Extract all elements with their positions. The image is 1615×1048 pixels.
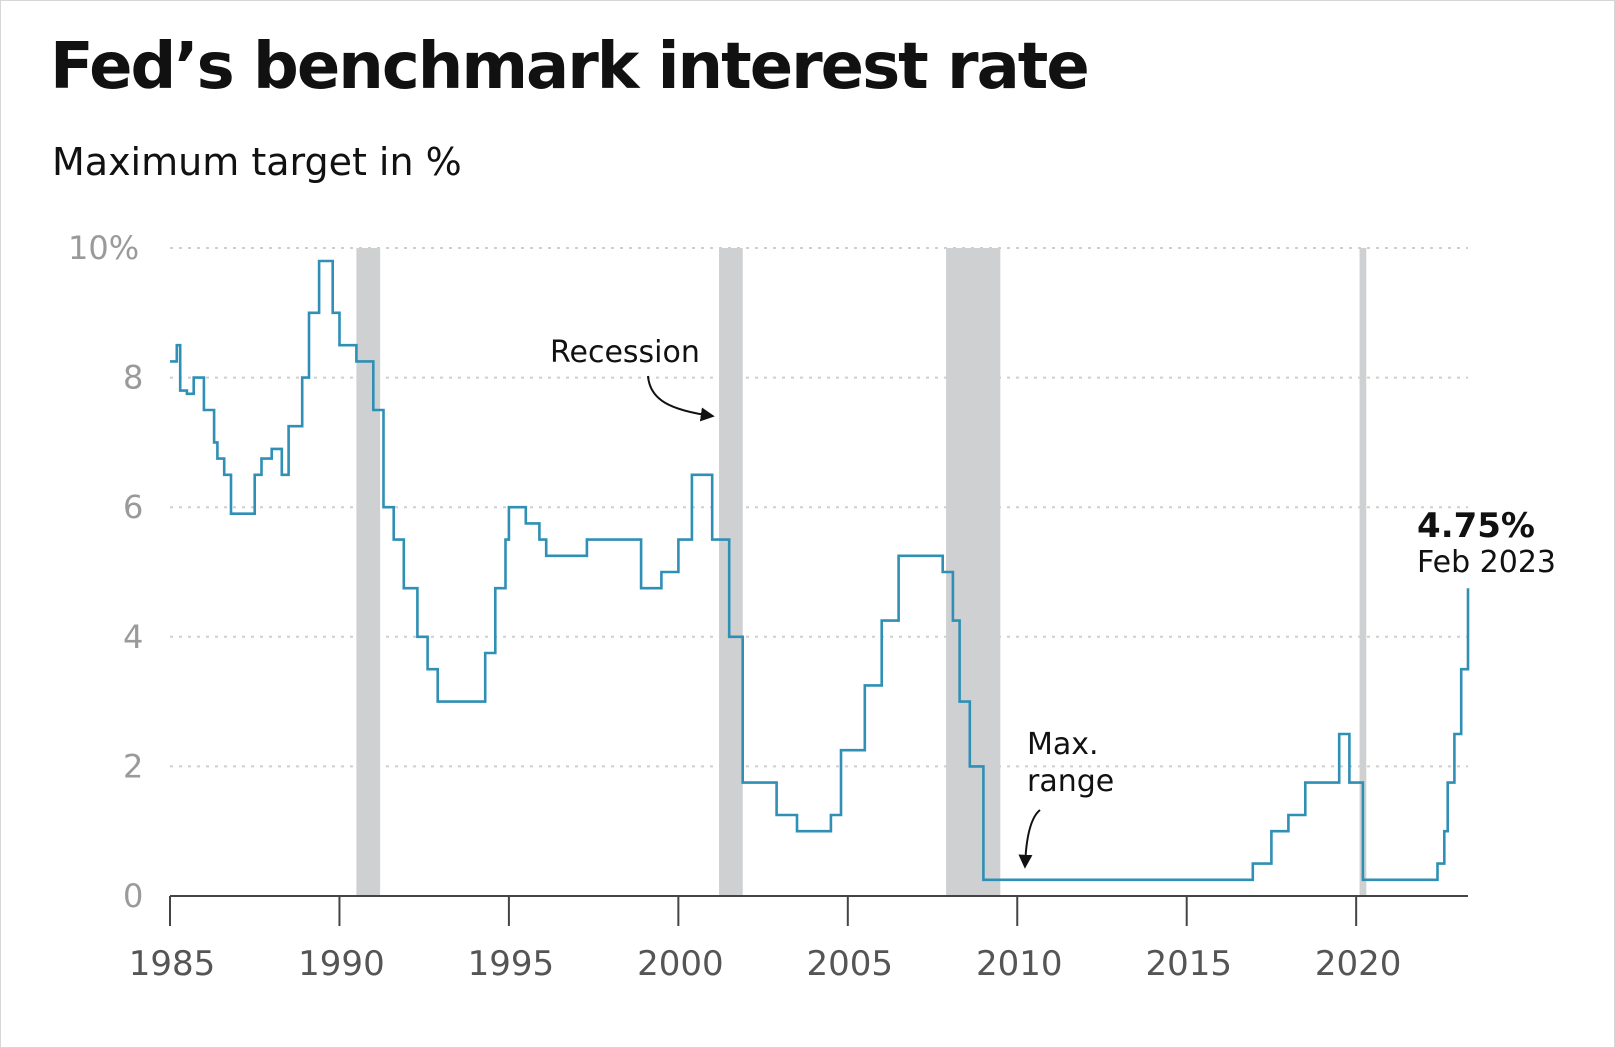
y-tick-labels: 0 2 4 6 8 10% [68,229,143,915]
recession-band-0 [356,248,381,896]
series-layer [170,259,1470,882]
x-tick-label-1985: 1985 [129,944,216,984]
y-tick-label-0: 0 [123,877,143,915]
max-range-label-line1: Max. [1027,727,1099,762]
max-range-arrow [1018,809,1041,869]
x-tick-label-2005: 2005 [807,944,894,984]
max-range-label-line2: range [1027,764,1114,799]
y-tick-label-6: 6 [123,488,143,526]
y-tick-label-2: 2 [123,747,143,785]
chart-subtitle: Maximum target in % [52,140,462,184]
x-tick-label-2010: 2010 [976,944,1063,984]
recession-label: Recession [550,335,700,370]
recession-bands [356,248,1367,896]
x-tick-label-2020: 2020 [1315,944,1402,984]
x-axis [169,895,1468,926]
recession-arrow [647,375,715,422]
recession-band-3 [1359,248,1367,896]
recession-band-1 [719,248,743,896]
last-value-label: 4.75% Feb 2023 [1417,506,1556,580]
recession-band-2 [946,248,1001,896]
x-tick-label-1990: 1990 [298,944,385,984]
x-tick-label-1995: 1995 [468,944,555,984]
x-tick-labels: 1985 1990 1995 2000 2005 2010 2015 2020 [129,944,1402,984]
x-tick-label-2015: 2015 [1145,944,1232,984]
last-value-date: Feb 2023 [1417,545,1556,580]
last-value: 4.75% [1417,506,1535,546]
y-tick-label-8: 8 [123,359,143,397]
y-tick-label-4: 4 [123,618,143,656]
x-tick-label-2000: 2000 [637,944,724,984]
y-tick-label-10: 10% [68,229,139,267]
series-line-0 [170,259,1470,882]
recession-annotation: Recession [550,335,715,422]
chart-title: Fed’s benchmark interest rate [50,30,1090,104]
max-range-annotation: Max. range [1018,727,1114,869]
